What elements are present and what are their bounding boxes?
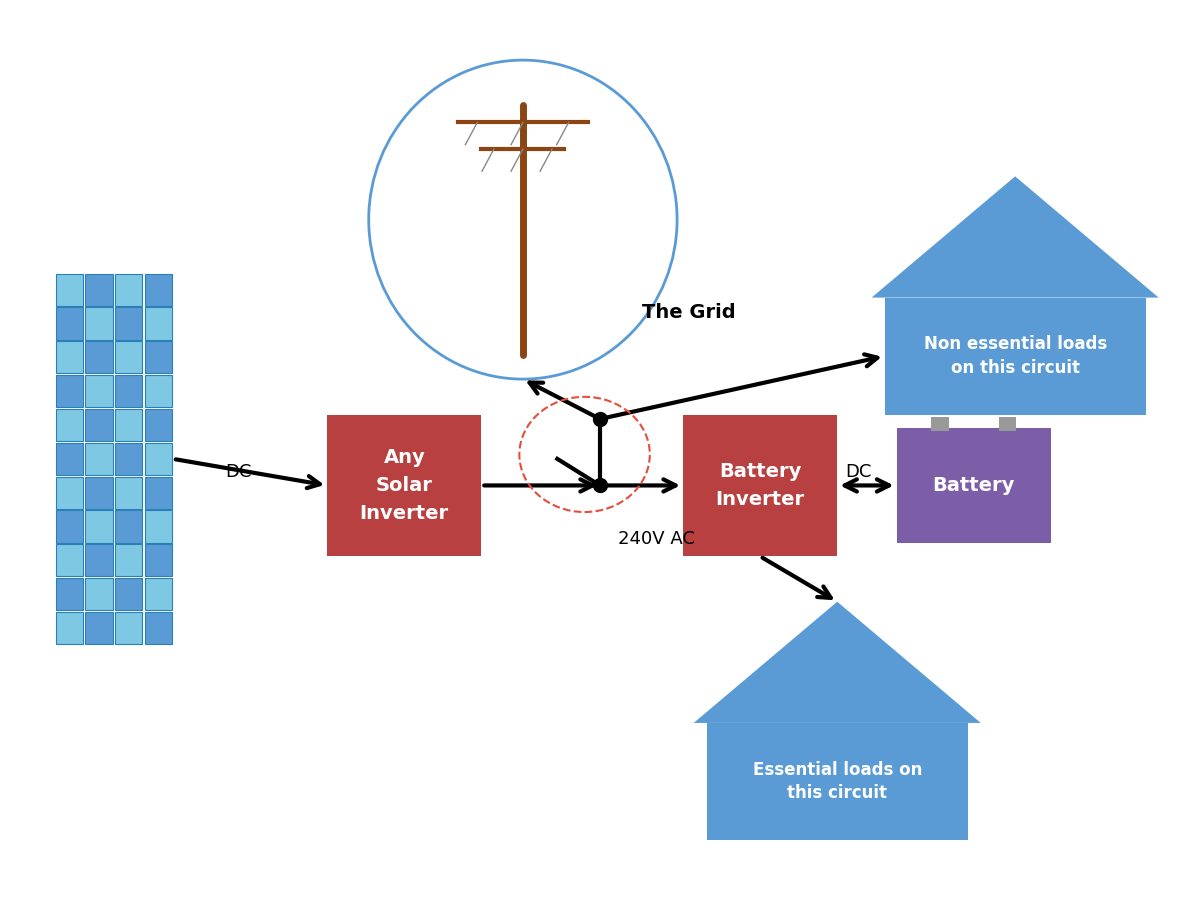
FancyBboxPatch shape bbox=[85, 477, 113, 508]
FancyBboxPatch shape bbox=[115, 544, 142, 576]
FancyBboxPatch shape bbox=[55, 477, 83, 508]
FancyBboxPatch shape bbox=[998, 418, 1016, 430]
FancyBboxPatch shape bbox=[85, 341, 113, 374]
FancyBboxPatch shape bbox=[328, 415, 481, 556]
FancyBboxPatch shape bbox=[55, 274, 83, 306]
FancyBboxPatch shape bbox=[55, 443, 83, 475]
FancyBboxPatch shape bbox=[85, 578, 113, 610]
FancyBboxPatch shape bbox=[115, 612, 142, 644]
FancyBboxPatch shape bbox=[55, 409, 83, 441]
Text: Any
Solar
Inverter: Any Solar Inverter bbox=[360, 448, 449, 523]
FancyBboxPatch shape bbox=[55, 308, 83, 339]
FancyBboxPatch shape bbox=[144, 544, 172, 576]
FancyBboxPatch shape bbox=[85, 443, 113, 475]
FancyBboxPatch shape bbox=[144, 409, 172, 441]
Text: 240V AC: 240V AC bbox=[618, 529, 695, 547]
FancyBboxPatch shape bbox=[144, 274, 172, 306]
FancyBboxPatch shape bbox=[683, 415, 838, 556]
Text: DC: DC bbox=[845, 464, 871, 482]
FancyBboxPatch shape bbox=[144, 477, 172, 508]
FancyBboxPatch shape bbox=[55, 612, 83, 644]
FancyBboxPatch shape bbox=[115, 443, 142, 475]
FancyBboxPatch shape bbox=[144, 341, 172, 374]
FancyBboxPatch shape bbox=[115, 578, 142, 610]
FancyBboxPatch shape bbox=[85, 510, 113, 543]
Text: Battery
Inverter: Battery Inverter bbox=[715, 462, 805, 508]
Text: The Grid: The Grid bbox=[642, 303, 736, 322]
FancyBboxPatch shape bbox=[115, 341, 142, 374]
Text: Battery: Battery bbox=[932, 476, 1015, 495]
FancyBboxPatch shape bbox=[85, 274, 113, 306]
FancyBboxPatch shape bbox=[115, 274, 142, 306]
FancyBboxPatch shape bbox=[55, 375, 83, 407]
FancyBboxPatch shape bbox=[115, 510, 142, 543]
Text: DC: DC bbox=[226, 464, 252, 482]
Polygon shape bbox=[871, 176, 1159, 298]
FancyBboxPatch shape bbox=[707, 723, 967, 840]
FancyBboxPatch shape bbox=[144, 612, 172, 644]
FancyBboxPatch shape bbox=[896, 428, 1051, 543]
FancyBboxPatch shape bbox=[55, 341, 83, 374]
FancyBboxPatch shape bbox=[115, 477, 142, 508]
FancyBboxPatch shape bbox=[115, 409, 142, 441]
FancyBboxPatch shape bbox=[85, 544, 113, 576]
FancyBboxPatch shape bbox=[144, 375, 172, 407]
FancyBboxPatch shape bbox=[144, 443, 172, 475]
FancyBboxPatch shape bbox=[144, 578, 172, 610]
FancyBboxPatch shape bbox=[144, 510, 172, 543]
FancyBboxPatch shape bbox=[144, 308, 172, 339]
FancyBboxPatch shape bbox=[115, 308, 142, 339]
FancyBboxPatch shape bbox=[55, 544, 83, 576]
Polygon shape bbox=[694, 602, 980, 723]
FancyBboxPatch shape bbox=[85, 409, 113, 441]
Text: Non essential loads
on this circuit: Non essential loads on this circuit bbox=[924, 336, 1106, 377]
FancyBboxPatch shape bbox=[85, 375, 113, 407]
Text: Essential loads on
this circuit: Essential loads on this circuit bbox=[752, 760, 922, 802]
FancyBboxPatch shape bbox=[115, 375, 142, 407]
FancyBboxPatch shape bbox=[55, 578, 83, 610]
FancyBboxPatch shape bbox=[55, 510, 83, 543]
FancyBboxPatch shape bbox=[884, 298, 1146, 415]
FancyBboxPatch shape bbox=[85, 612, 113, 644]
FancyBboxPatch shape bbox=[931, 418, 948, 430]
FancyBboxPatch shape bbox=[85, 308, 113, 339]
